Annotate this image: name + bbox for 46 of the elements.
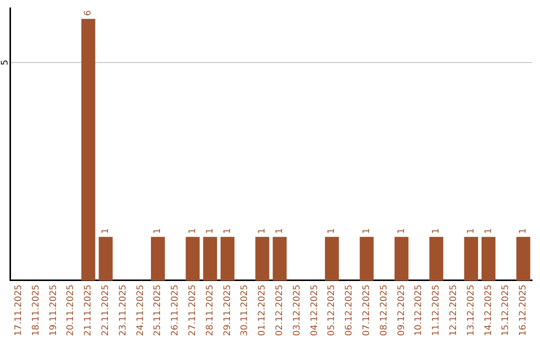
y-tick-label: 5 — [0, 60, 10, 66]
x-tick-label: 02.12.2025 — [275, 284, 286, 336]
x-tick-label: 16.12.2025 — [518, 284, 529, 336]
x-tick-label: 14.12.2025 — [484, 284, 494, 336]
x-tick-label: 13.12.2025 — [466, 284, 476, 336]
x-tick-label: 22.11.2025 — [101, 284, 112, 336]
data-label: 1 — [466, 228, 476, 234]
x-tick-label: 09.12.2025 — [396, 284, 407, 336]
data-label: 1 — [153, 228, 164, 234]
data-label: 6 — [84, 10, 94, 16]
x-tick-label: 30.11.2025 — [240, 284, 250, 336]
x-tick-label: 07.12.2025 — [362, 284, 372, 336]
x-tick-label: 12.12.2025 — [449, 284, 460, 336]
data-label: 1 — [222, 228, 233, 234]
data-label: 1 — [188, 228, 198, 234]
x-tick-label: 17.11.2025 — [14, 284, 24, 336]
x-tick-label: 27.11.2025 — [188, 284, 198, 336]
x-tick-label: 11.12.2025 — [432, 284, 442, 336]
x-tick-label: 15.12.2025 — [501, 284, 512, 336]
data-label: 1 — [396, 228, 407, 234]
data-label: 1 — [518, 228, 529, 234]
x-tick-label: 03.12.2025 — [292, 284, 302, 336]
x-tick-label: 23.11.2025 — [118, 284, 128, 336]
data-label: 1 — [275, 228, 286, 234]
x-tick-label: 06.12.2025 — [344, 284, 355, 336]
data-label: 1 — [432, 228, 442, 234]
data-label: 1 — [101, 228, 112, 234]
data-label: 1 — [362, 228, 372, 234]
x-tick-label: 20.11.2025 — [66, 284, 76, 336]
x-tick-label: 04.12.2025 — [310, 284, 320, 336]
x-tick-label: 08.12.2025 — [379, 284, 390, 336]
x-tick-label: 24.11.2025 — [136, 284, 146, 336]
x-tick-label: 28.11.2025 — [205, 284, 216, 336]
x-tick-label: 29.11.2025 — [222, 284, 233, 336]
x-tick-label: 18.11.2025 — [31, 284, 42, 336]
data-label: 1 — [258, 228, 268, 234]
x-tick-label: 26.11.2025 — [170, 284, 181, 336]
data-label: 1 — [205, 228, 216, 234]
x-tick-label: 01.12.2025 — [258, 284, 268, 336]
data-label: 1 — [484, 228, 494, 234]
x-tick-label: 19.11.2025 — [48, 284, 59, 336]
data-label: 1 — [327, 228, 338, 234]
x-tick-label: 05.12.2025 — [327, 284, 338, 336]
x-tick-label: 10.12.2025 — [414, 284, 424, 336]
x-tick-label: 21.11.2025 — [84, 284, 94, 336]
x-tick-label: 25.11.2025 — [153, 284, 164, 336]
